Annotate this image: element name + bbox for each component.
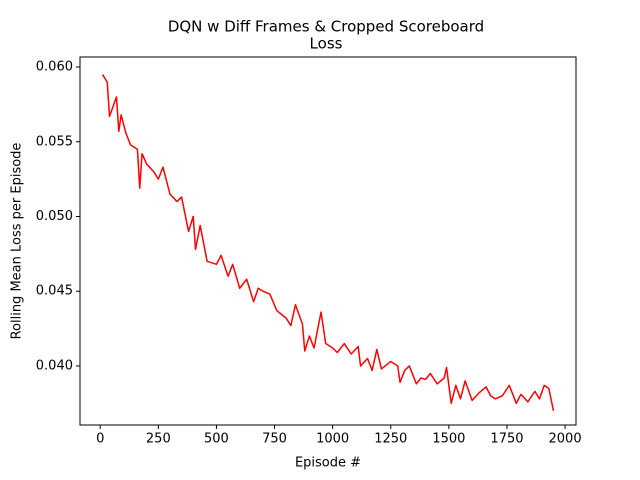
chart-subtitle: Loss	[310, 35, 343, 53]
y-tick-label: 0.045	[36, 284, 73, 299]
x-tick-label: 0	[96, 432, 104, 447]
y-tick-label: 0.050	[36, 209, 73, 224]
x-tick-label: 1750	[490, 432, 523, 447]
x-axis-label: Episode #	[295, 456, 361, 471]
x-tick-label: 750	[262, 432, 287, 447]
x-tick-label: 1250	[374, 432, 407, 447]
plot-frame	[79, 56, 577, 426]
x-tick-label: 500	[204, 432, 229, 447]
x-tick-label: 250	[146, 432, 171, 447]
y-tick-label: 0.040	[36, 358, 73, 373]
y-axis-label: Rolling Mean Loss per Episode	[10, 143, 25, 340]
chart-title: DQN w Diff Frames & Cropped Scoreboard	[168, 18, 484, 36]
x-tick-label: 1500	[432, 432, 465, 447]
x-tick-label: 2000	[549, 432, 582, 447]
y-tick-label: 0.060	[36, 60, 73, 75]
y-tick-label: 0.055	[36, 134, 73, 149]
line	[101, 74, 555, 411]
x-tick-label: 1000	[316, 432, 349, 447]
